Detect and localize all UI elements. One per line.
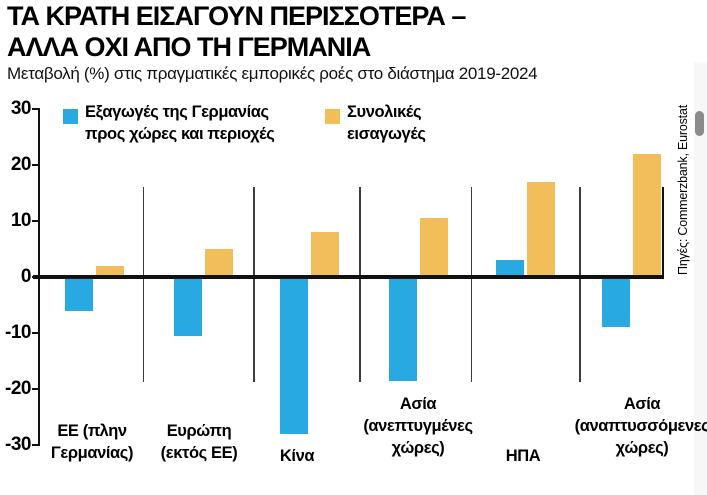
page-title-line2: ΑΛΛΑ ΟΧΙ ΑΠΟ ΤΗ ΓΕΡΜΑΝΙΑ: [7, 32, 371, 62]
category-label-line: ΗΠΑ: [505, 447, 541, 465]
y-tick-label: 20: [10, 154, 32, 175]
category-label-line: Ευρώπη: [166, 422, 232, 440]
legend-label-exports-line2: προς χώρες και περιοχές: [85, 125, 275, 143]
bar-exports-4: [496, 260, 524, 277]
category-label-4: ΗΠΑ: [428, 445, 618, 467]
category-label-line: (εκτός ΕΕ): [160, 444, 238, 462]
group-separator-line: [579, 187, 581, 382]
bar-exports-1: [173, 277, 202, 336]
zero-axis-line: [33, 275, 664, 279]
y-tick-label: 10: [10, 210, 32, 231]
legend-label-imports-line2: εισαγωγές: [347, 125, 426, 143]
scrollbar-track[interactable]: [694, 62, 707, 495]
category-label-line: Γερμανίας): [50, 444, 134, 462]
category-label-line: ΕΕ (πλην: [57, 422, 127, 440]
y-axis-tick: [32, 332, 40, 334]
category-label-line: (αναπτυσσόμενες: [574, 417, 707, 435]
category-label-line: (ανεπτυγμένες: [363, 417, 473, 435]
group-separator-line: [142, 187, 145, 382]
category-label-2: Κίνα: [202, 445, 392, 467]
bar-exports-2: [280, 277, 308, 434]
y-tick-label: 30: [10, 98, 32, 119]
chart-subtitle: Μεταβολή (%) στις πραγματικές εμπορικές …: [7, 64, 538, 83]
y-axis-tick: [32, 108, 40, 110]
y-axis-tick: [32, 164, 40, 166]
legend-label-exports: Εξαγωγές της Γερμανίας προς χώρες και περ…: [85, 101, 275, 145]
legend-item-imports: Συνολικές εισαγωγές: [325, 101, 426, 145]
plot-right-boundary-line: [662, 187, 664, 277]
bar-imports-2: [311, 232, 339, 277]
y-tick-label: -10: [5, 322, 31, 343]
y-tick-label: -30: [5, 434, 31, 455]
bar-imports-0: [96, 265, 124, 277]
source-credit: Πηγές: Commerzbank, Eurostat: [676, 105, 690, 275]
legend-swatch-exports-blue: [63, 109, 78, 124]
category-label-line: χώρες): [615, 439, 669, 457]
category-label-line: χώρες): [391, 439, 445, 457]
category-label-line: Ασία: [399, 395, 437, 413]
bar-exports-3: [388, 277, 417, 381]
bar-exports-0: [65, 277, 93, 311]
group-separator-line: [359, 187, 361, 382]
category-label-5: Ασία (αναπτυσσόμενες χώρες): [547, 393, 707, 459]
category-label-1: Ευρώπη (εκτός ΕΕ): [104, 420, 294, 464]
category-label-3: Ασία (ανεπτυγμένες χώρες): [323, 393, 513, 459]
bar-imports-1: [204, 249, 233, 277]
bar-imports-4: [527, 181, 555, 277]
bar-imports-3: [419, 218, 448, 277]
bar-imports-5: [633, 153, 661, 277]
y-axis-tick: [32, 388, 40, 390]
category-label-line: Κίνα: [279, 447, 315, 465]
category-label-0: ΕΕ (πλην Γερμανίας): [0, 420, 187, 464]
category-label-line: Ασία: [623, 395, 661, 413]
scrollbar-thumb[interactable]: [695, 111, 704, 136]
legend-label-exports-line1: Εξαγωγές της Γερμανίας: [85, 103, 269, 121]
y-tick-label: -20: [5, 378, 31, 399]
group-separator-line: [253, 187, 255, 382]
y-tick-label: 0: [20, 266, 32, 287]
legend-item-exports: Εξαγωγές της Γερμανίας προς χώρες και περ…: [63, 101, 275, 145]
legend-label-imports-line1: Συνολικές: [347, 103, 422, 121]
y-axis-tick: [32, 444, 40, 446]
legend-label-imports: Συνολικές εισαγωγές: [347, 101, 426, 145]
legend-swatch-imports-orange: [325, 109, 340, 124]
group-separator-line: [470, 187, 473, 382]
y-axis-tick: [32, 220, 40, 222]
page-title-line1: ΤΑ ΚΡΑΤΗ ΕΙΣΑΓΟΥΝ ΠΕΡΙΣΣΟΤΕΡΑ –: [7, 1, 466, 31]
bar-exports-5: [602, 277, 630, 328]
